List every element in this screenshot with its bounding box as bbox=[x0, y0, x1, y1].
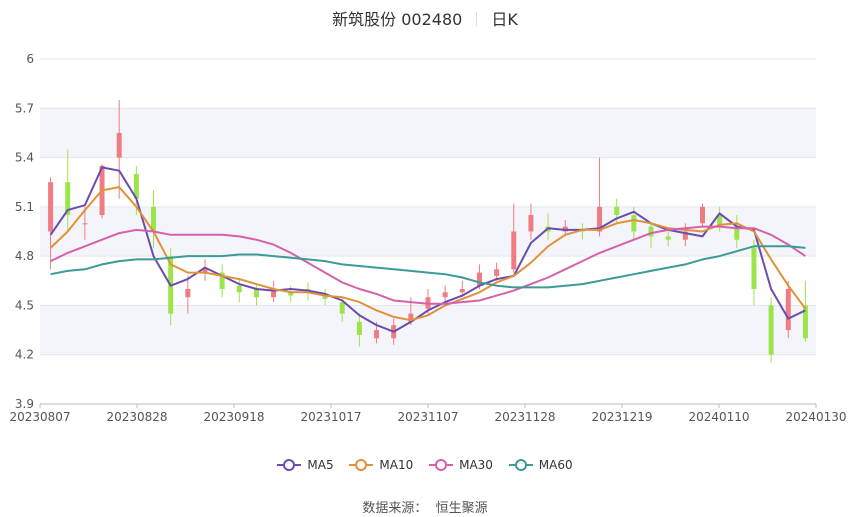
candle-body bbox=[356, 321, 362, 335]
legend-item-ma5[interactable]: MA5 bbox=[277, 458, 334, 472]
y-tick-label: 6 bbox=[26, 52, 34, 66]
ma-line-ma30 bbox=[50, 225, 806, 305]
y-tick-label: 5.4 bbox=[15, 151, 34, 165]
y-tick-label: 4.2 bbox=[15, 348, 34, 362]
legend-marker-ma30 bbox=[429, 458, 454, 472]
ma-line-ma5 bbox=[49, 166, 806, 333]
candle-body bbox=[751, 247, 757, 289]
candle-body bbox=[322, 295, 328, 299]
legend-label-ma60: MA60 bbox=[538, 458, 573, 472]
legend: MA5 MA10 MA30 MA60 bbox=[0, 458, 850, 475]
legend-label-ma30: MA30 bbox=[459, 458, 493, 472]
period-label: 日K bbox=[491, 10, 518, 29]
candle-body bbox=[528, 215, 534, 232]
x-tick-label: 20230807 bbox=[9, 410, 70, 424]
candle-body bbox=[734, 226, 740, 240]
legend-marker-ma60 bbox=[508, 458, 533, 472]
x-tick-label: 20240110 bbox=[688, 410, 749, 424]
grid-band bbox=[40, 108, 816, 158]
candle-body bbox=[494, 269, 500, 276]
x-tick-label: 20231107 bbox=[397, 410, 458, 424]
candle-body bbox=[631, 215, 637, 232]
candle-body bbox=[151, 206, 157, 232]
candle-body bbox=[699, 206, 705, 224]
candle-body bbox=[185, 289, 191, 298]
title-divider bbox=[476, 12, 478, 26]
data-source: 数据来源： 恒生聚源 bbox=[0, 497, 850, 516]
candle-body bbox=[459, 289, 465, 293]
x-tick-label: 20230918 bbox=[203, 410, 264, 424]
candle-body bbox=[442, 292, 448, 298]
y-tick-label: 5.7 bbox=[15, 101, 34, 115]
candle-body bbox=[682, 231, 688, 240]
candle-body bbox=[48, 182, 54, 232]
legend-label-ma5: MA5 bbox=[307, 458, 334, 472]
x-tick-label: 20240130 bbox=[785, 410, 846, 424]
x-tick-label: 20231219 bbox=[591, 410, 652, 424]
x-tick-label: 20231017 bbox=[300, 410, 361, 424]
y-tick-label: 4.8 bbox=[15, 249, 34, 263]
candle-body bbox=[116, 132, 122, 158]
source-label: 数据来源： bbox=[362, 501, 428, 516]
candle-body bbox=[614, 206, 620, 216]
candle-body bbox=[665, 236, 671, 240]
candle-body bbox=[202, 269, 208, 273]
candle-body bbox=[65, 182, 71, 216]
candle-body bbox=[768, 305, 774, 355]
legend-item-ma30[interactable]: MA30 bbox=[429, 458, 493, 472]
candle-body bbox=[236, 285, 242, 293]
legend-item-ma60[interactable]: MA60 bbox=[508, 458, 573, 472]
candle-body bbox=[597, 206, 603, 232]
x-tick-label: 20230828 bbox=[106, 410, 167, 424]
candle-body bbox=[82, 223, 88, 225]
candle-body bbox=[408, 313, 414, 322]
candle-body bbox=[339, 302, 345, 314]
legend-marker-ma5 bbox=[277, 458, 302, 472]
legend-item-ma10[interactable]: MA10 bbox=[349, 458, 413, 472]
chart-title: 新筑股份 002480 日K bbox=[0, 6, 850, 30]
candle-body bbox=[802, 305, 808, 339]
candle-body bbox=[288, 292, 294, 296]
candle-body bbox=[271, 289, 277, 298]
y-tick-label: 3.9 bbox=[15, 397, 34, 411]
candle-body bbox=[253, 289, 259, 298]
y-tick-label: 4.5 bbox=[15, 298, 34, 312]
ma-line-ma60 bbox=[50, 245, 806, 289]
candle-body bbox=[476, 272, 482, 286]
legend-label-ma10: MA10 bbox=[379, 458, 414, 472]
y-tick-label: 5.1 bbox=[15, 200, 34, 214]
source-name: 恒生聚源 bbox=[435, 501, 488, 516]
candle-body bbox=[374, 330, 380, 339]
candle-body bbox=[133, 174, 139, 199]
candle-body bbox=[511, 231, 517, 270]
stock-name-code: 新筑股份 002480 bbox=[332, 10, 463, 29]
x-tick-label: 20231128 bbox=[494, 410, 555, 424]
legend-marker-ma10 bbox=[349, 458, 374, 472]
candle-body bbox=[648, 226, 654, 237]
candle-body bbox=[785, 289, 791, 331]
candle-body bbox=[717, 215, 723, 227]
candle-body bbox=[219, 272, 225, 289]
